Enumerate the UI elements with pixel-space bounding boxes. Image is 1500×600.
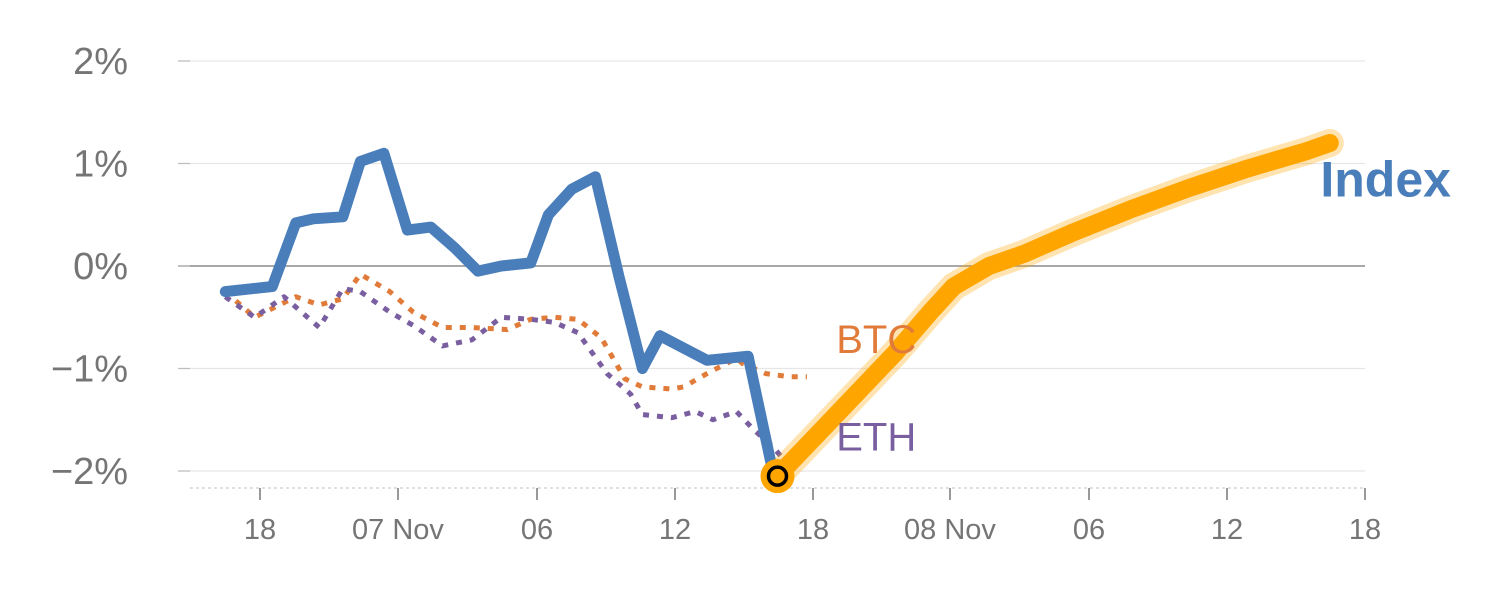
btc-line (223, 271, 807, 392)
endpoint-marker-halo (760, 459, 795, 494)
x-tick-label: 18 (797, 514, 829, 546)
x-tick-label: 06 (521, 514, 553, 546)
index-label: Index (1320, 151, 1451, 207)
series-lines (219, 129, 1344, 494)
y-tick-label: 2% (73, 41, 128, 83)
index-line (219, 147, 783, 482)
forecast-line (768, 134, 1339, 486)
x-tick-label: 18 (1349, 514, 1381, 546)
axes: 2% 1% 0% −1% −2% 18 07 Nov 06 12 18 08 Nov 06 12 18 (51, 41, 1381, 546)
x-tick-label: 06 (1073, 514, 1105, 546)
y-tick-label: 0% (73, 246, 128, 288)
eth-label: ETH (836, 416, 916, 460)
eth-line (223, 286, 792, 468)
series-labels: BTC ETH Index (836, 151, 1451, 459)
x-tick-label: 07 Nov (352, 514, 444, 546)
y-tick-label: −2% (51, 451, 128, 493)
grid-lines (178, 60, 1365, 472)
endpoint-marker (766, 465, 789, 487)
y-tick-label: 1% (73, 144, 128, 186)
x-tick-label: 08 Nov (904, 514, 996, 546)
x-tick-label: 12 (1211, 514, 1243, 546)
btc-label: BTC (836, 318, 916, 362)
x-tick-label: 18 (244, 514, 276, 546)
y-tick-label: −1% (51, 349, 128, 391)
x-tick-label: 12 (659, 514, 691, 546)
